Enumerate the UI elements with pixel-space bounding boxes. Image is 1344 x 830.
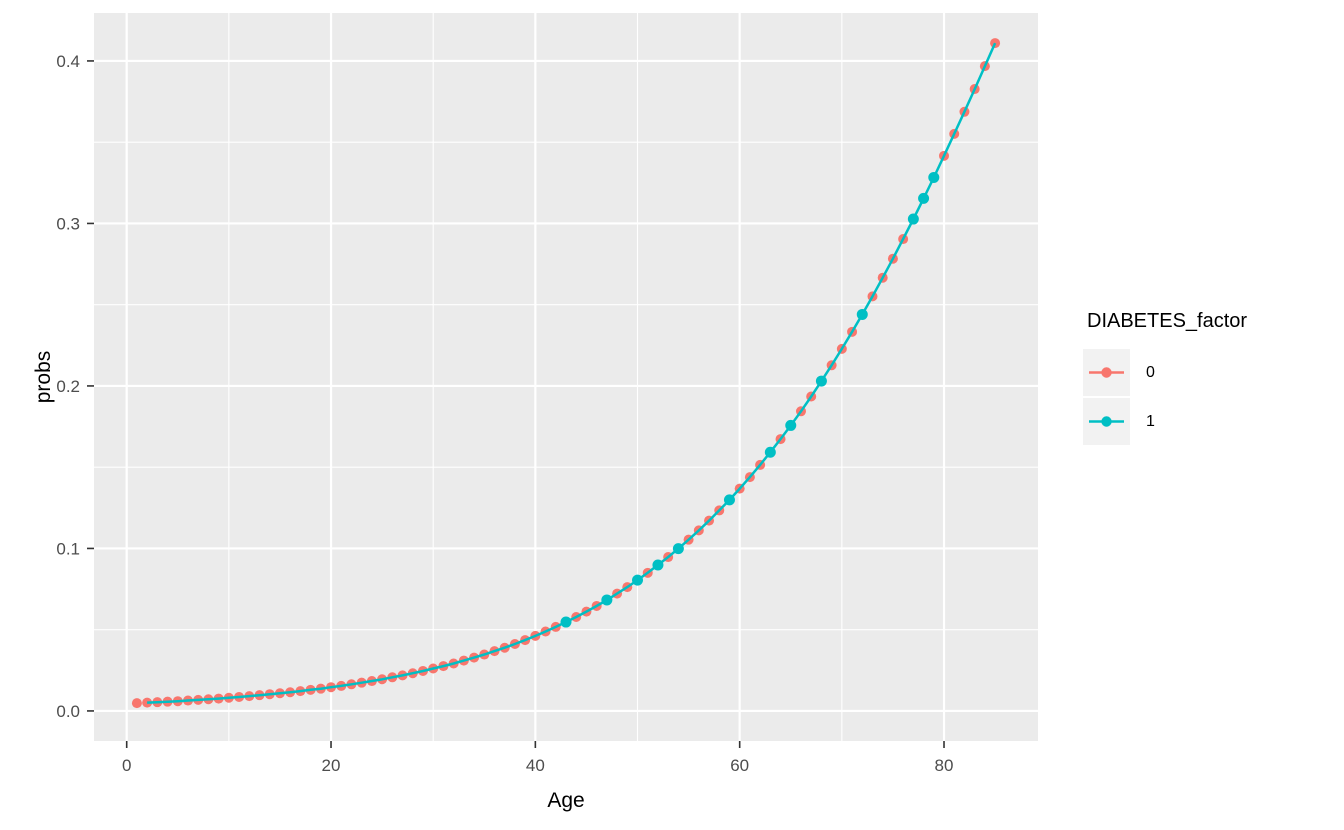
x-tick-label: 40 [526,756,545,775]
data-point-series1 [723,494,735,506]
data-point-series1 [815,375,827,387]
y-tick-label: 0.4 [56,52,80,71]
legend-item-1: 1 [1083,398,1247,445]
panel-background [94,13,1038,741]
data-point-series0 [131,698,142,709]
data-point-series1 [928,171,940,183]
legend: DIABETES_factor 0 1 [1083,310,1247,447]
legend-label-0: 0 [1146,363,1155,381]
y-axis-title: probs [31,350,55,404]
x-tick-label: 80 [935,756,954,775]
data-point-series1 [601,594,613,606]
y-tick-label: 0.2 [56,377,80,396]
y-tick-label: 0.3 [56,214,80,233]
legend-title: DIABETES_factor [1087,310,1248,332]
x-tick-label: 20 [322,756,341,775]
data-point-series1 [907,213,919,225]
data-point-series0 [990,38,1001,49]
legend-label-1: 1 [1146,412,1155,430]
data-point-series1 [560,616,572,628]
data-point-series1 [672,543,684,555]
data-point-series1 [856,308,868,320]
data-point-series1 [652,559,664,571]
series1-line [147,42,997,704]
data-point-series1 [764,446,776,458]
legend-key-0-icon [1083,349,1130,396]
y-tick-label: 0.0 [56,702,80,721]
x-tick-label: 0 [122,756,131,775]
data-point-series1 [632,574,644,586]
x-tick-label: 60 [730,756,749,775]
data-point-series1 [785,419,797,431]
data-point-series1 [918,192,930,204]
y-tick-label: 0.1 [56,539,80,558]
legend-item-0: 0 [1083,349,1247,396]
legend-key-1-icon [1083,398,1130,445]
x-axis-title: Age [547,789,585,812]
